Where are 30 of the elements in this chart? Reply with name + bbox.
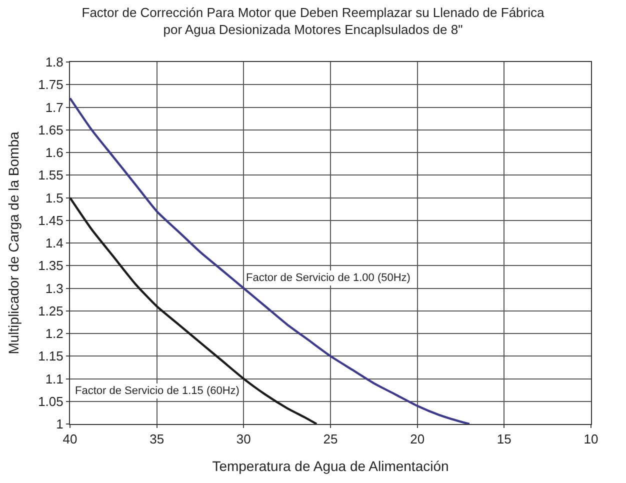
y-tick-label: 1.35 — [38, 258, 64, 274]
x-tick-label: 30 — [236, 432, 251, 447]
y-tick-label: 1 — [56, 416, 64, 432]
y-tick-label: 1.75 — [38, 77, 64, 92]
x-tick-label: 25 — [323, 432, 338, 447]
y-tick-label: 1.1 — [45, 371, 64, 386]
x-tick-label: 10 — [584, 432, 598, 447]
chart-title: Factor de Corrección Para Motor que Deben Reemplazar su Llenado de Fábrica por Agua Desionizada Motores Encaplsulados de 8" — [82, 4, 545, 37]
y-tick-label: 1.6 — [45, 145, 64, 160]
y-tick-label: 1.8 — [45, 54, 64, 70]
y-tick-label: 1.2 — [45, 326, 64, 342]
x-axis-title: Temperatura de Agua de Alimentación — [212, 458, 449, 474]
y-tick-label: 1.25 — [38, 303, 64, 318]
y-tick-label: 1.15 — [38, 348, 64, 364]
line-series — [70, 97, 471, 424]
series-label: Factor de Servicio de 1.00 (50Hz) — [246, 272, 410, 284]
y-tick-label: 1.55 — [38, 168, 64, 183]
x-tick-label: 15 — [496, 432, 512, 447]
y-tick-label: 1.7 — [45, 100, 64, 115]
x-tick-label: 35 — [150, 432, 164, 447]
y-tick-label: 1.3 — [45, 280, 64, 296]
x-tick-label: 20 — [410, 432, 425, 447]
y-tick-label: 1.45 — [38, 212, 64, 228]
x-tick-label: 40 — [62, 432, 78, 447]
y-tick-label: 1.5 — [45, 190, 64, 206]
y-axis-title: Multiplicador de Carga de la Bomba — [6, 132, 22, 354]
y-tick-label: 1.05 — [38, 394, 64, 409]
y-tick-label: 1.65 — [38, 122, 64, 138]
y-tick-label: 1.4 — [45, 236, 64, 251]
series-label: Factor de Servicio de 1.15 (60Hz) — [75, 385, 240, 397]
